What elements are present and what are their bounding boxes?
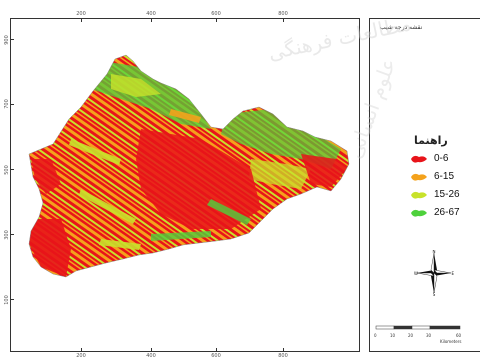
tick-mark — [11, 234, 14, 235]
x-tick-label: 800 — [278, 11, 288, 17]
legend-label: 26-67 — [434, 207, 460, 218]
y-tick-label: 100 — [3, 295, 10, 305]
legend-label: 6-15 — [434, 171, 455, 182]
tick-mark — [81, 19, 82, 22]
legend-panel — [369, 18, 480, 352]
tick-mark — [11, 39, 14, 40]
x-tick-label-bottom: 400 — [146, 353, 156, 359]
x-tick-label-bottom: 200 — [76, 353, 86, 359]
slope-map — [28, 54, 350, 278]
map-title: نقشه درجه شیب — [380, 24, 423, 31]
map-frame: 200 400 600 800 200 400 600 800 900 700 … — [4, 11, 360, 359]
y-tick-label: 500 — [3, 165, 10, 175]
scale-bar — [375, 325, 461, 330]
y-tick-label: 700 — [3, 99, 10, 109]
legend-swatch — [411, 209, 427, 217]
y-tick-label: 300 — [3, 230, 10, 240]
legend-swatch — [411, 155, 427, 163]
tick-mark — [283, 348, 284, 351]
tick-mark — [81, 348, 82, 351]
legend-swatch — [411, 173, 427, 181]
tick-mark — [216, 348, 217, 351]
legend-label: 0-6 — [434, 153, 449, 164]
scale-label: 10 — [390, 333, 396, 338]
tick-mark — [11, 169, 14, 170]
x-tick-label: 400 — [146, 11, 156, 17]
legend-label: 15-26 — [434, 189, 460, 200]
north-arrow-icon: N S W E — [414, 250, 454, 296]
scale-label: 0 — [374, 333, 377, 338]
tick-mark — [283, 19, 284, 22]
tick-mark — [11, 104, 14, 105]
tick-mark — [11, 299, 14, 300]
x-tick-label: 600 — [211, 11, 221, 17]
legend-swatch — [411, 191, 427, 199]
scale-unit: Kilometers — [440, 339, 462, 344]
scale-label: 30 — [426, 333, 432, 338]
scale-label: 60 — [456, 333, 462, 338]
scale-label: 20 — [408, 333, 414, 338]
x-tick-label-bottom: 600 — [211, 353, 221, 359]
tick-mark — [216, 19, 217, 22]
east-label: E — [451, 271, 454, 276]
x-tick-label-bottom: 800 — [278, 353, 288, 359]
tick-mark — [151, 19, 152, 22]
y-tick-label: 900 — [3, 35, 10, 45]
legend-title: راهنما — [414, 134, 448, 147]
west-label: W — [414, 271, 418, 276]
x-tick-label: 200 — [76, 11, 86, 17]
north-label: N — [433, 250, 436, 254]
tick-mark — [151, 348, 152, 351]
south-label: S — [433, 292, 436, 296]
